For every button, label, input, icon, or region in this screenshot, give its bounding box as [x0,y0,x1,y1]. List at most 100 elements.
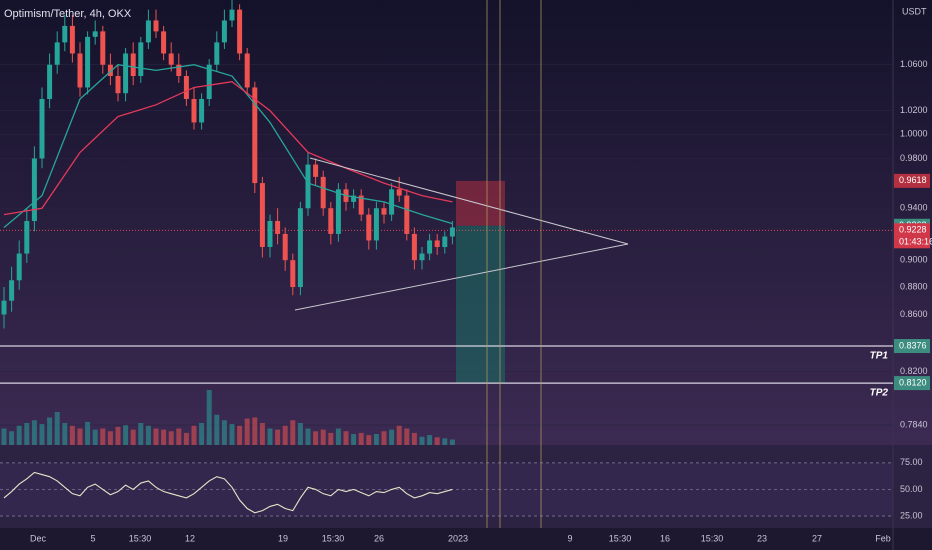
x-tick-label: 23 [757,533,767,543]
y-tick-label: 0.8200 [900,366,928,376]
volume-bar [77,428,83,445]
candle-body [107,64,113,77]
volume-bar [396,425,402,445]
volume-bar [320,429,326,445]
currency: USDT [902,6,927,16]
y-tick-label: 0.9800 [900,153,928,163]
volume-bar [39,424,45,445]
candle-body [145,20,151,43]
volume-bar [328,432,334,445]
x-tick-label: 5 [90,533,95,543]
volume-bar [427,435,433,445]
candle-body [176,64,182,77]
candle-body [199,99,205,123]
volume-bar [442,438,448,445]
candle-body [404,195,410,234]
rsi-tick-label: 25.00 [900,510,923,520]
candle-body [282,233,288,261]
candle-body [244,53,250,88]
x-tick-label: 16 [660,533,670,543]
last-price-label-bg [894,223,930,238]
x-tick-label: 19 [278,533,288,543]
volume-bar [138,423,144,445]
rsi-tick-label: 50.00 [900,484,923,494]
volume-bar [449,439,455,445]
volume-bar [24,423,30,445]
candle-body [54,42,60,65]
candle-body [47,64,53,100]
candle-body [123,53,129,94]
candle-body [358,195,364,215]
volume-bar [214,414,220,445]
volume-bar [244,418,250,445]
volume-bar [419,436,425,445]
volume-bar [206,390,212,445]
candle-body [221,20,227,43]
volume-bar [343,431,349,445]
candle-body [31,158,37,222]
candle-body [305,164,311,209]
x-tick-label: 15:30 [322,533,345,543]
volume-bar [290,420,296,445]
volume-bar [47,417,53,445]
candle-body [389,189,395,215]
candle-body [24,221,30,254]
candle-body [351,195,357,202]
volume-bar [176,428,182,445]
candle-body [259,183,265,247]
volume-bar [85,421,91,445]
candle-body [206,64,212,100]
candle-body [297,208,303,288]
candle-body [168,53,174,65]
y-tick-label: 0.8800 [900,281,928,291]
x-tick-label: 2023 [448,533,468,543]
candle-body [183,76,189,100]
stop-label-bg [894,173,930,188]
volume-bar [411,432,417,445]
candle-body [427,240,433,254]
volume-bar [434,437,440,445]
candle-body [100,31,106,65]
chart-title: Optimism/Tether, 4h, OKX [4,8,132,20]
volume-bar [313,431,319,445]
candle-body [16,253,22,281]
candle-body [62,25,68,43]
volume-bar [267,428,273,445]
volume-bar [100,428,106,445]
volume-bar [31,420,37,445]
candle-body [9,280,15,301]
volume-bar [297,423,303,445]
y-tick-label: 0.9400 [900,203,928,213]
candle-body [434,240,440,247]
volume-bar [351,434,357,445]
volume-bar [237,425,243,445]
volume-bar [123,425,129,445]
candle-body [290,260,296,288]
y-tick-label: 1.0000 [900,129,928,139]
candle-body [69,25,75,54]
candle-body [252,87,258,184]
candle-body [1,300,7,315]
volume-bar [9,431,15,445]
price-label-bg [894,339,930,354]
x-tick-label: 26 [374,533,384,543]
y-tick-label: 1.0200 [900,105,928,115]
candle-body [411,233,417,261]
moving-average [3,64,453,228]
volume-bar [335,428,341,445]
volume-bar [115,426,121,445]
candle-body [138,42,144,77]
volume-bar [1,428,7,445]
volume-bar [161,429,167,445]
candle-body [396,189,402,196]
candle-body [320,176,326,209]
x-tick-label: 15:30 [609,533,632,543]
volume-bar [54,412,60,445]
stop-label: 0.9618 [899,175,927,185]
x-tick-label: 12 [185,533,195,543]
y-tick-label: 0.8600 [900,309,928,319]
volume-bar [69,425,75,445]
rsi-line [3,471,453,514]
candle-body [449,227,455,237]
